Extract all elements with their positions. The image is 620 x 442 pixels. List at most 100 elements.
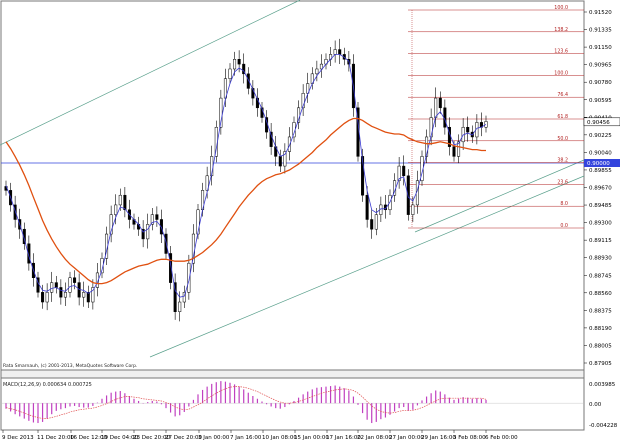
- macd-bar: [46, 403, 48, 419]
- candle-body: [406, 175, 410, 215]
- candle-body: [50, 282, 54, 293]
- x-tick-label: 9 Dec 2013: [2, 435, 34, 441]
- fib-level-label: 100.0: [554, 5, 568, 11]
- candle-body: [438, 97, 442, 109]
- y-tick-label: 0.88745: [589, 273, 612, 279]
- macd-bar: [389, 403, 391, 415]
- macd-bar: [183, 403, 185, 412]
- y-tick-label: 0.91520: [589, 10, 612, 16]
- price-axis: 0.91520 0.91335 0.91150 0.90965 0.90780 0.905…: [584, 10, 612, 367]
- candle-body: [233, 59, 237, 70]
- fib-level-label: 50.0: [557, 136, 568, 142]
- macd-bar: [279, 403, 281, 409]
- macd-bar: [60, 403, 62, 410]
- macd-bar: [444, 394, 446, 404]
- candle-body: [457, 141, 461, 157]
- candle-body: [361, 156, 365, 196]
- macd-bar: [293, 400, 295, 404]
- macd-panel: [0, 377, 585, 431]
- candle-body: [319, 63, 323, 70]
- candle-body: [287, 136, 291, 152]
- x-tick-label: 7 Jan 16:00: [230, 435, 262, 441]
- fib-level-label: 123.6: [554, 49, 568, 55]
- macd-bar: [398, 403, 400, 409]
- candle-body: [246, 73, 250, 89]
- macd-bar: [28, 403, 30, 421]
- macd-bar: [14, 403, 16, 415]
- candle-body: [146, 224, 150, 240]
- macd-bar: [485, 399, 487, 404]
- y-tick-label: 0.91150: [589, 45, 612, 51]
- macd-bar: [476, 398, 478, 404]
- macd-bar: [343, 388, 345, 404]
- macd-bar: [188, 403, 190, 407]
- x-tick-label: 6 Feb 00:00: [485, 435, 518, 441]
- candle-body: [41, 292, 45, 303]
- macd-bar: [128, 396, 131, 404]
- fib-level-label: 8.0: [560, 201, 568, 207]
- macd-bar: [233, 384, 236, 404]
- fib-level-label: 61.8: [557, 114, 568, 120]
- candle-body: [91, 287, 95, 303]
- macd-bar: [243, 389, 245, 404]
- candle-body: [370, 219, 374, 230]
- macd-bar: [357, 403, 359, 405]
- macd-bar: [339, 386, 341, 404]
- channel-mid: [414, 159, 585, 233]
- x-tick-label: 15 Jan 00:00: [294, 435, 329, 441]
- candle-body: [155, 214, 159, 220]
- macd-bar: [192, 399, 195, 404]
- macd-bar: [384, 403, 387, 418]
- macd-bar: [352, 396, 355, 404]
- macd-bar: [366, 403, 368, 420]
- x-tick-label: 22 Jan 08:00: [357, 435, 392, 441]
- y-tick-label: 0.90595: [589, 98, 612, 104]
- macd-bar: [261, 401, 263, 404]
- current-price-label: 0.90456: [587, 120, 610, 126]
- macd-bar: [329, 386, 332, 404]
- macd-bar: [224, 381, 227, 404]
- candle-body: [429, 117, 433, 138]
- macd-bar: [462, 397, 464, 404]
- macd-bar: [375, 403, 377, 422]
- candle-body: [374, 214, 378, 230]
- pane-separator: [0, 369, 585, 379]
- macd-bar: [371, 403, 373, 424]
- macd-bar: [412, 403, 414, 410]
- macd-bar: [32, 403, 35, 423]
- y-tick-label: 0.89300: [589, 221, 612, 227]
- fib-level-label: 23.6: [557, 179, 568, 185]
- y-tick-label: 0.89855: [589, 168, 612, 174]
- macd-bar: [169, 403, 172, 413]
- fib-level-label: 76.4: [557, 92, 568, 98]
- candle-body: [114, 204, 118, 215]
- macd-tick-label: -0.004228: [589, 423, 618, 429]
- x-tick-label: 17 Jan 16:00: [326, 435, 361, 441]
- macd-bar: [467, 397, 469, 404]
- macd-bar: [265, 403, 268, 405]
- candle-body: [187, 262, 191, 293]
- macd-bar: [41, 403, 44, 422]
- candle-body: [228, 68, 232, 79]
- macd-bar: [9, 403, 12, 412]
- macd-bar: [348, 390, 350, 404]
- x-tick-label: 29 Jan 16:00: [421, 435, 456, 441]
- candle-body: [169, 253, 173, 283]
- candle-body: [123, 194, 127, 211]
- macd-bar: [471, 398, 473, 404]
- candle-body: [63, 292, 67, 298]
- candle-body: [182, 292, 186, 303]
- macd-bar: [160, 403, 163, 405]
- macd-bar: [275, 403, 277, 409]
- macd-bar: [23, 403, 25, 419]
- candle-body: [118, 194, 122, 206]
- candle-body: [242, 63, 246, 75]
- macd-bar: [320, 387, 323, 404]
- y-tick-label: 0.89670: [589, 186, 612, 192]
- y-tick-label: 0.88375: [589, 308, 612, 314]
- macd-bar: [220, 381, 222, 404]
- macd-bar: [96, 402, 99, 404]
- macd-bar: [453, 399, 455, 404]
- candle-body: [425, 136, 429, 157]
